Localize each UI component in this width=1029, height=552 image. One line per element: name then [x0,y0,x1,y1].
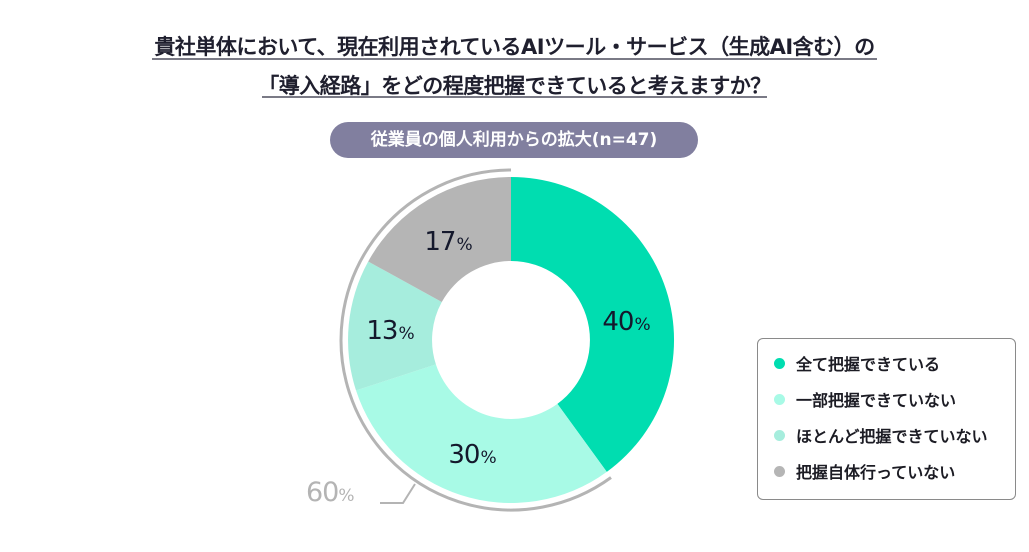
segment-unit: % [634,315,650,335]
title-underline-1 [152,58,877,60]
legend-label: 把握自体行っていない [796,463,956,482]
legend-dot-icon [774,393,785,405]
segment-none [368,177,511,302]
bracket-leader-line [380,483,416,504]
legend-dot-icon [774,357,785,369]
segment-label-none: 17% [424,227,472,257]
segment-unit: % [398,324,414,344]
segment-label-full: 40% [602,307,650,337]
chart-title-line-2: 「導入経路」をどの程度把握できていると考えますか？ [258,74,771,98]
segment-unit: % [480,448,496,468]
segment-full [511,177,675,472]
segment-value: 30 [448,440,480,470]
segment-value: 17 [424,227,456,257]
bracket-value: 60 [306,477,339,508]
bracket-unit: % [338,486,354,506]
title-underline-2 [262,96,767,98]
segment-label-partial: 30% [448,440,496,470]
bracket-arc-60 [339,168,612,512]
legend-label: 一部把握できていない [796,391,957,410]
legend-label: ほとんど把握できていない [796,427,988,446]
bracket-label-60: 60% [306,477,355,508]
legend-item-mostly-not: ほとんど把握できていない [774,423,988,447]
legend-dot-icon [774,429,785,441]
segment-label-mostly-not: 13% [366,316,414,346]
segment-mostly-not [348,261,442,391]
legend-dot-icon [774,465,785,477]
subtitle-pill: 従業員の個人利用からの拡大(n=47) [330,122,698,158]
legend-item-none: 把握自体行っていない [774,459,955,483]
segment-value: 13 [366,316,398,346]
segment-partial [356,364,607,504]
legend-label: 全て把握できている [796,355,941,374]
legend-item-full: 全て把握できている [774,351,940,375]
segment-unit: % [456,235,472,255]
segment-value: 40 [602,307,634,337]
legend: 全て把握できている 一部把握できていない ほとんど把握できていない 把握自体行っ… [757,338,1016,500]
chart-title-line-1: 貴社単体において、現在利用されているAIツール・サービス（生成AI含む）の [154,35,875,59]
legend-item-partial: 一部把握できていない [774,387,956,411]
